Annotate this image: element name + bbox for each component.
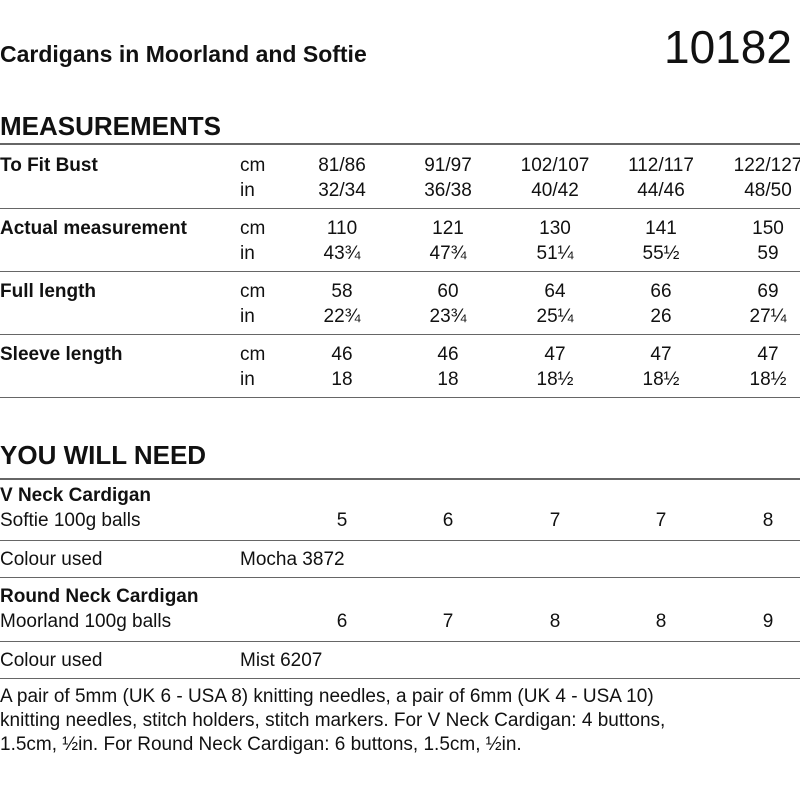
yarn: Softie 100g balls bbox=[0, 510, 141, 531]
value: 60 bbox=[437, 281, 459, 302]
balls: 8 bbox=[549, 611, 561, 632]
section-heading: MEASUREMENTS bbox=[0, 111, 222, 141]
value: 36/38 bbox=[424, 180, 472, 201]
pattern-number: 10182 bbox=[664, 21, 792, 73]
value: 40/42 bbox=[531, 180, 579, 201]
note-line: A pair of 5mm (UK 6 - USA 8) knitting ne… bbox=[0, 686, 654, 707]
unit: cm bbox=[240, 155, 266, 176]
rule bbox=[0, 540, 800, 541]
balls: 6 bbox=[336, 611, 348, 632]
unit: in bbox=[240, 180, 255, 201]
row-label: Actual measurement bbox=[0, 218, 187, 239]
value: 102/107 bbox=[520, 155, 590, 176]
value: 122/127 bbox=[733, 155, 800, 176]
value: 59 bbox=[757, 243, 779, 264]
value: 47 bbox=[544, 344, 566, 365]
value: 47 bbox=[757, 344, 779, 365]
note-line: knitting needles, stitch holders, stitch… bbox=[0, 710, 666, 731]
rule bbox=[0, 208, 800, 209]
value: 23¾ bbox=[429, 306, 467, 327]
value: 112/117 bbox=[628, 155, 694, 176]
row-label: To Fit Bust bbox=[0, 155, 98, 176]
yarn: Moorland 100g balls bbox=[0, 611, 172, 632]
rule bbox=[0, 334, 800, 335]
rule bbox=[0, 271, 800, 272]
value: 81/86 bbox=[318, 155, 366, 176]
balls: 8 bbox=[655, 611, 667, 632]
value: 22¾ bbox=[323, 306, 361, 327]
value: 18½ bbox=[536, 369, 574, 390]
colour: Mocha 3872 bbox=[240, 549, 345, 570]
value: 43¾ bbox=[323, 243, 361, 264]
value: 47¾ bbox=[429, 243, 467, 264]
item-title: V Neck Cardigan bbox=[0, 485, 151, 506]
value: 46 bbox=[331, 344, 353, 365]
value: 25¼ bbox=[536, 306, 574, 327]
unit: in bbox=[240, 369, 255, 390]
value: 58 bbox=[331, 281, 353, 302]
balls: 9 bbox=[762, 611, 774, 632]
value: 32/34 bbox=[318, 180, 366, 201]
value: 27¼ bbox=[749, 306, 787, 327]
unit: in bbox=[240, 243, 255, 264]
colour-label: Colour used bbox=[0, 549, 103, 570]
unit: cm bbox=[240, 218, 266, 239]
value: 121 bbox=[432, 218, 464, 239]
value: 69 bbox=[757, 281, 779, 302]
unit: in bbox=[240, 306, 255, 327]
value: 150 bbox=[752, 218, 784, 239]
value: 47 bbox=[650, 344, 672, 365]
rule bbox=[0, 143, 800, 145]
value: 66 bbox=[650, 281, 672, 302]
rule bbox=[0, 678, 800, 679]
rule bbox=[0, 641, 800, 642]
value: 26 bbox=[650, 306, 672, 327]
value: 48/50 bbox=[744, 180, 792, 201]
note-line: 1.5cm, ½in. For Round Neck Cardigan: 6 b… bbox=[0, 734, 522, 755]
rule bbox=[0, 397, 800, 398]
value: 44/46 bbox=[637, 180, 685, 201]
value: 141 bbox=[645, 218, 677, 239]
balls: 7 bbox=[655, 510, 667, 531]
balls: 8 bbox=[762, 510, 774, 531]
value: 46 bbox=[437, 344, 459, 365]
balls: 7 bbox=[442, 611, 454, 632]
value: 18 bbox=[331, 369, 353, 390]
value: 64 bbox=[544, 281, 566, 302]
title: Cardigans in Moorland and Softie bbox=[0, 41, 367, 67]
value: 18 bbox=[437, 369, 459, 390]
value: 91/97 bbox=[424, 155, 472, 176]
value: 55½ bbox=[642, 243, 680, 264]
balls: 6 bbox=[442, 510, 454, 531]
rule bbox=[0, 577, 800, 578]
unit: cm bbox=[240, 344, 266, 365]
item-title: Round Neck Cardigan bbox=[0, 586, 199, 607]
section-heading: YOU WILL NEED bbox=[0, 440, 207, 470]
colour: Mist 6207 bbox=[240, 650, 323, 671]
value: 18½ bbox=[642, 369, 680, 390]
unit: cm bbox=[240, 281, 266, 302]
value: 18½ bbox=[749, 369, 787, 390]
balls: 7 bbox=[549, 510, 561, 531]
value: 110 bbox=[326, 218, 358, 239]
row-label: Sleeve length bbox=[0, 344, 123, 365]
balls: 5 bbox=[336, 510, 348, 531]
value: 130 bbox=[539, 218, 571, 239]
rule bbox=[0, 478, 800, 480]
row-label: Full length bbox=[0, 281, 97, 302]
colour-label: Colour used bbox=[0, 650, 103, 671]
value: 51¼ bbox=[536, 243, 574, 264]
